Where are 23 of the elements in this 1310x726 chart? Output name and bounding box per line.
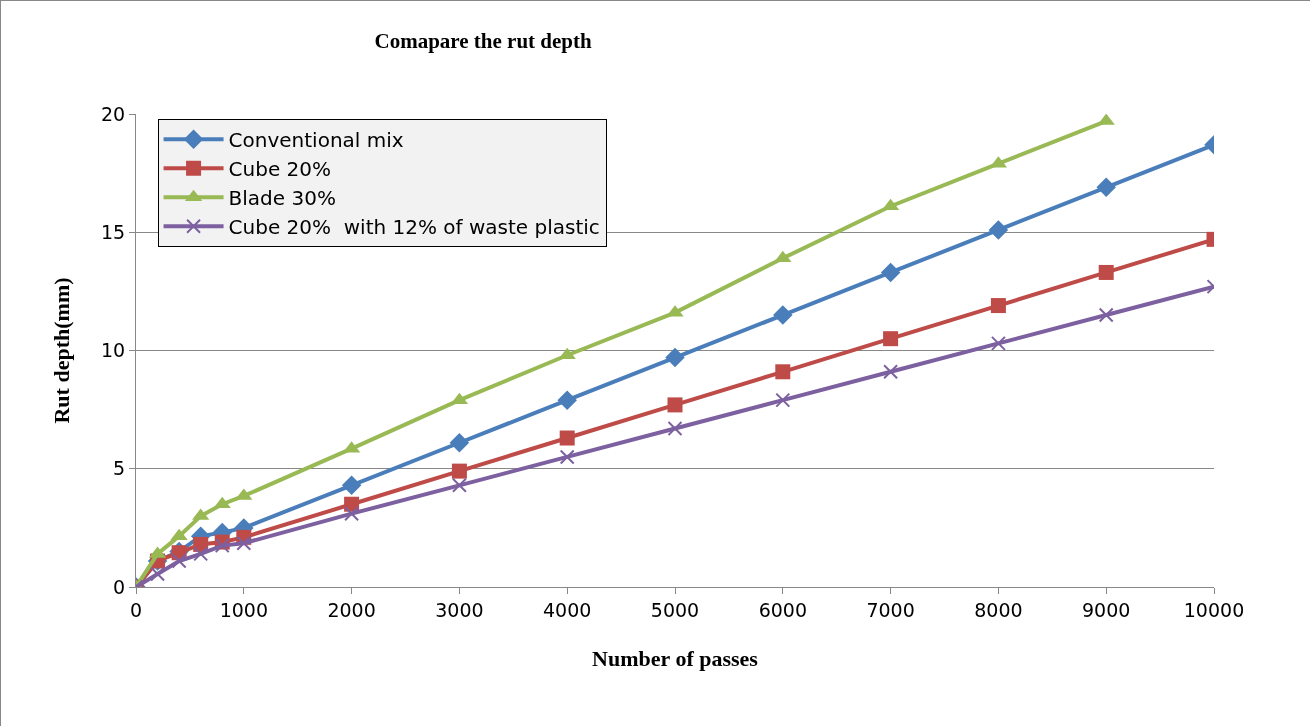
x-tick-label: 2000 [327, 598, 376, 621]
x-tick-label: 5000 [650, 598, 700, 621]
y-tick-label: 20 [101, 102, 126, 125]
y-tick-label: 5 [113, 457, 126, 480]
legend-label: Cube 20% with 12% of waste plastic [228, 215, 600, 240]
y-axis-title: Rut depth(mm) [48, 277, 74, 424]
y-tick-label: 10 [101, 339, 126, 362]
y-tick-label: 15 [101, 220, 126, 243]
x-tick-label: 9000 [1082, 598, 1131, 621]
legend-label: Cube 20% [228, 157, 332, 182]
x-tick-label: 4000 [543, 598, 592, 621]
legend-label: Conventional mix [228, 128, 404, 153]
x-tick-label: 1000 [219, 598, 268, 621]
chart-title: Comapare the rut depth [374, 29, 592, 54]
y-tick-label: 0 [113, 575, 126, 598]
x-tick-label: 7000 [866, 598, 915, 621]
x-tick-label: 10000 [1183, 598, 1245, 621]
legend-label: Blade 30% [228, 186, 336, 211]
x-tick-label: 3000 [435, 598, 484, 621]
x-tick-label: 6000 [758, 598, 807, 621]
x-axis-title: Number of passes [592, 645, 759, 671]
x-tick-label: 8000 [974, 598, 1023, 621]
x-tick-label: 0 [129, 598, 143, 621]
